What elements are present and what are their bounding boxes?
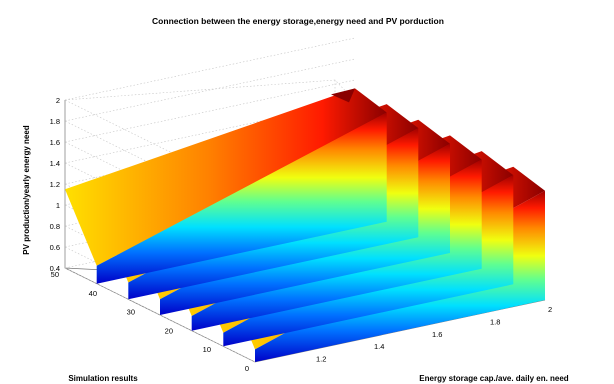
- z-tick-label: 0.6: [50, 243, 60, 252]
- y-tick-label: 20: [165, 326, 173, 335]
- z-tick-label: 2: [56, 96, 60, 105]
- y-tick-label: 50: [51, 270, 59, 279]
- surface-segment: [65, 88, 387, 266]
- surface-peak: [331, 88, 355, 103]
- z-axis-label: PV production/yearly energy need: [22, 125, 31, 254]
- y-axis-label: Simulation results: [68, 374, 138, 383]
- z-tick-label: 1.2: [50, 180, 60, 189]
- x-tick-label: 1.6: [432, 330, 442, 339]
- z-tick-label: 1.6: [50, 138, 60, 147]
- z-tick-label: 1: [56, 201, 60, 210]
- grid-line: [64, 100, 356, 164]
- x-tick-label: 1.2: [316, 355, 326, 364]
- z-axis-ticks: 0.4 0.6 0.8 1 1.2 1.4 1.6 1.8 2: [50, 96, 60, 273]
- z-tick-label: 0.8: [50, 222, 60, 231]
- z-tick-label: 0.4: [50, 264, 60, 273]
- y-axis-ticks: 0 10 20 30 40 50: [51, 270, 249, 373]
- x-axis-label: Energy storage cap./ave. daily en. need: [419, 374, 569, 383]
- grid-line: [64, 37, 356, 101]
- x-tick-label: 1.8: [490, 317, 500, 326]
- grid-line: [64, 79, 356, 143]
- z-tick-label: 1.4: [50, 159, 60, 168]
- x-axis-ticks: 1.2 1.4 1.6 1.8 2: [316, 305, 552, 364]
- y-tick-label: 0: [245, 364, 249, 373]
- surface-segment-face: [96, 112, 387, 284]
- z-tick-label: 1.8: [50, 117, 60, 126]
- y-tick-label: 10: [203, 345, 211, 354]
- chart-title: Connection between the energy storage,en…: [152, 16, 444, 26]
- y-tick-label: 30: [127, 308, 135, 317]
- surface-plot: [65, 88, 546, 362]
- grid-line: [64, 58, 356, 122]
- x-tick-label: 2: [548, 305, 552, 314]
- x-tick-label: 1.4: [374, 342, 384, 351]
- y-tick-label: 40: [89, 289, 97, 298]
